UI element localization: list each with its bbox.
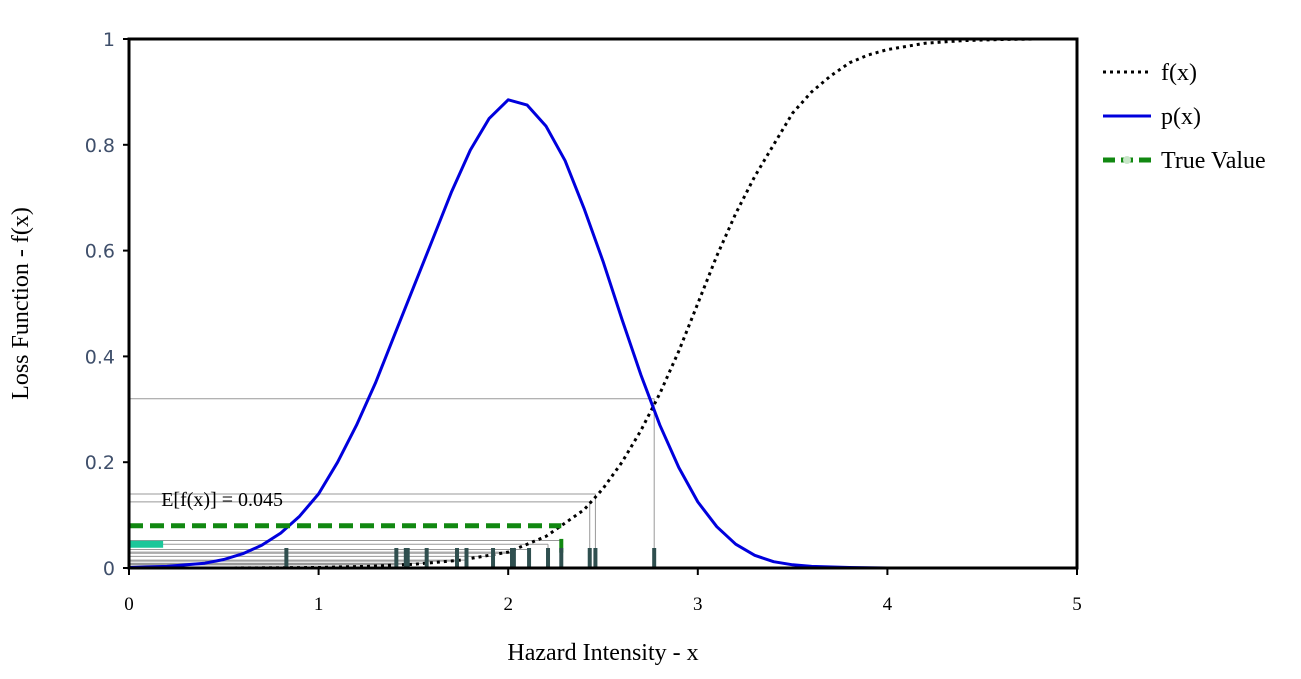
plot-series bbox=[128, 37, 1077, 570]
plot-border bbox=[127, 37, 1079, 570]
y-tick-label: 1 bbox=[103, 29, 115, 51]
x-tick-label: 0 bbox=[124, 594, 134, 615]
series-line-0 bbox=[129, 37, 1077, 570]
x-tick-label: 2 bbox=[503, 594, 513, 615]
x-axis-title: Hazard Intensity - x bbox=[507, 640, 698, 666]
x-tick-label: 1 bbox=[314, 594, 324, 615]
legend-label-2: True Value bbox=[1161, 148, 1266, 174]
y-tick-label: 0 bbox=[103, 558, 115, 580]
legend-marker-dot bbox=[1123, 156, 1131, 164]
sample-ticks bbox=[284, 548, 657, 568]
y-tick-label: 0.6 bbox=[85, 241, 115, 263]
y-tick-label: 0.8 bbox=[85, 135, 115, 157]
sample-reference-lines bbox=[129, 398, 655, 569]
y-tick-label: 0.4 bbox=[85, 346, 115, 368]
x-tick-label: 5 bbox=[1072, 594, 1082, 615]
legend: f(x) p(x) True Value bbox=[1103, 60, 1266, 174]
expected-value-annotation: E[f(x)] = 0.045 bbox=[161, 489, 283, 511]
x-axis: 0 1 2 3 4 5 bbox=[124, 568, 1082, 615]
x-tick-label: 3 bbox=[693, 594, 703, 615]
legend-label-0: f(x) bbox=[1161, 60, 1197, 86]
y-axis-title: Loss Function - f(x) bbox=[8, 207, 34, 400]
y-tick-label: 0.2 bbox=[85, 452, 115, 474]
legend-label-1: p(x) bbox=[1161, 104, 1201, 130]
x-tick-label: 4 bbox=[883, 594, 893, 615]
y-axis: 0 0.2 0.4 0.6 0.8 1 bbox=[85, 29, 129, 580]
